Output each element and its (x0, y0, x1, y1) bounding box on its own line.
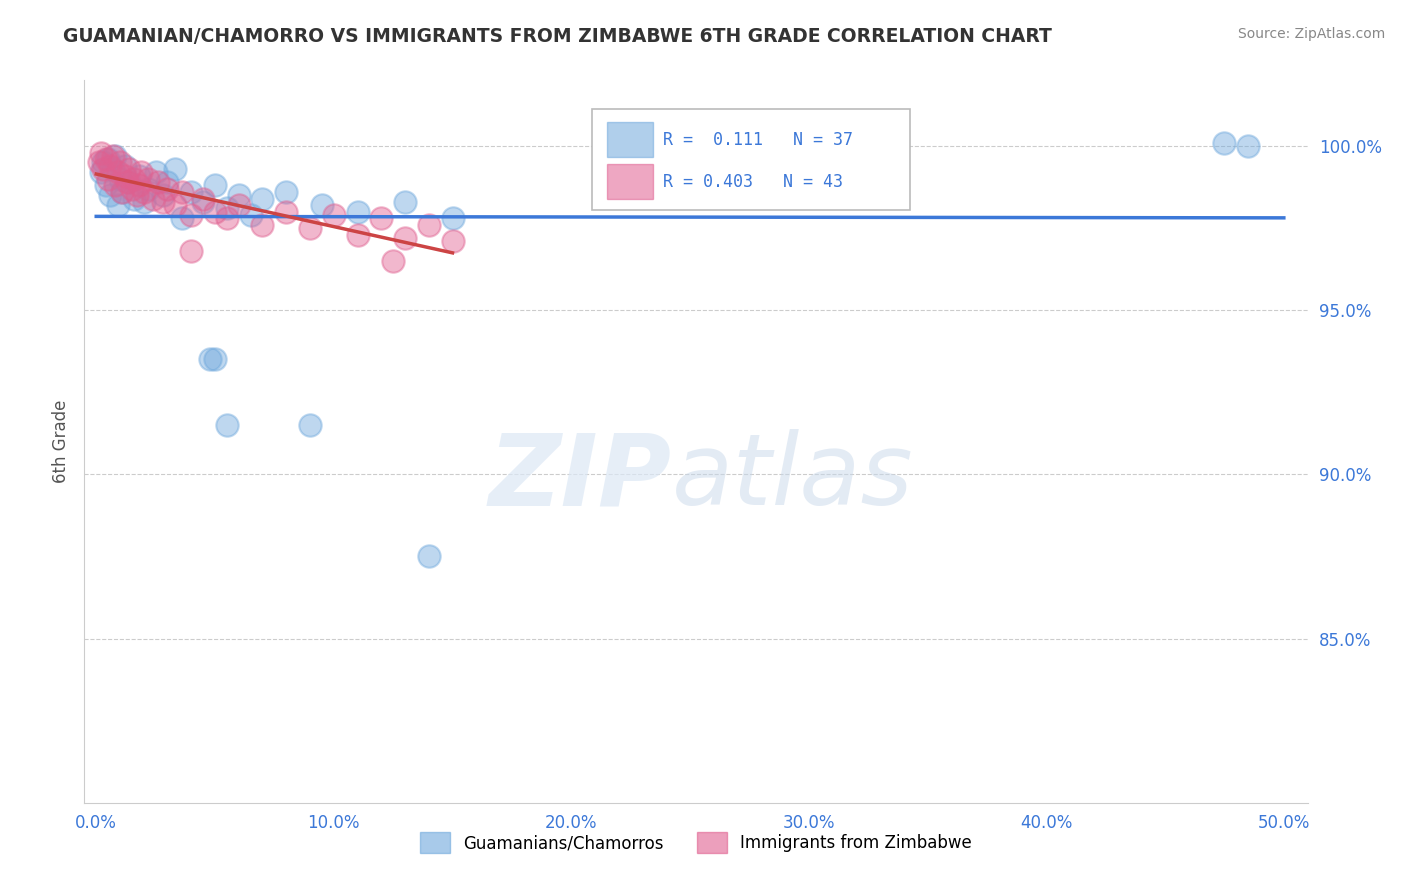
Point (228, 198, 250, 212)
Point (418, 549, 440, 564)
Point (132, 185, 155, 199)
Point (152, 188, 174, 202)
Point (418, 218, 440, 232)
Point (441, 234, 464, 248)
Point (90, 145, 112, 160)
Text: R =  0.111   N = 37: R = 0.111 N = 37 (664, 131, 853, 149)
Text: GUAMANIAN/CHAMORRO VS IMMIGRANTS FROM ZIMBABWE 6TH GRADE CORRELATION CHART: GUAMANIAN/CHAMORRO VS IMMIGRANTS FROM ZI… (63, 27, 1052, 45)
Point (204, 204, 226, 219)
Point (276, 185, 298, 199)
Point (100, 188, 122, 202)
Point (239, 208, 262, 222)
Point (111, 185, 134, 199)
Point (180, 208, 202, 222)
Point (122, 171, 145, 186)
Point (394, 231, 416, 245)
Point (204, 352, 226, 367)
Point (90, 165, 112, 179)
Point (322, 208, 344, 222)
Point (138, 182, 160, 196)
Point (152, 194, 174, 209)
Point (101, 161, 124, 176)
Point (215, 418, 238, 433)
Point (111, 185, 134, 199)
Point (132, 194, 155, 209)
Y-axis label: 6th Grade: 6th Grade (52, 400, 70, 483)
Point (156, 175, 179, 189)
Legend: Guamanians/Chamorros, Immigrants from Zimbabwe: Guamanians/Chamorros, Immigrants from Zi… (413, 826, 979, 860)
Point (204, 178, 226, 193)
Point (104, 149, 127, 163)
Point (346, 204, 368, 219)
Point (128, 178, 150, 193)
Point (100, 159, 122, 173)
Point (156, 182, 179, 196)
Point (131, 165, 153, 179)
Point (122, 192, 145, 206)
Point (346, 227, 368, 242)
Point (108, 171, 131, 186)
Point (94, 178, 117, 193)
Point (114, 169, 136, 183)
Text: Source: ZipAtlas.com: Source: ZipAtlas.com (1237, 27, 1385, 41)
Point (298, 221, 321, 235)
Point (115, 175, 138, 189)
Point (87, 155, 110, 169)
Point (93, 161, 115, 176)
Point (93, 155, 115, 169)
Point (394, 194, 416, 209)
Point (145, 165, 167, 179)
FancyBboxPatch shape (606, 164, 654, 199)
Point (138, 171, 160, 186)
Point (128, 169, 150, 183)
Point (97, 171, 120, 186)
Point (215, 211, 238, 226)
Point (97, 152, 120, 166)
Text: atlas: atlas (672, 429, 912, 526)
Point (200, 352, 222, 367)
Point (228, 188, 250, 202)
Point (191, 192, 214, 206)
Point (163, 161, 186, 176)
Point (163, 198, 186, 212)
Point (101, 149, 124, 163)
Point (215, 202, 238, 216)
Point (104, 178, 127, 193)
Point (180, 244, 202, 258)
Point (94, 152, 117, 166)
Point (382, 254, 405, 268)
Point (121, 182, 143, 196)
Point (180, 185, 202, 199)
Point (191, 194, 214, 209)
FancyBboxPatch shape (592, 109, 910, 211)
Text: R = 0.403   N = 43: R = 0.403 N = 43 (664, 173, 844, 191)
Point (1213, 136, 1236, 150)
FancyBboxPatch shape (606, 122, 654, 157)
Point (252, 192, 274, 206)
Point (125, 188, 148, 202)
Point (170, 185, 193, 199)
Point (311, 198, 333, 212)
Point (170, 211, 193, 226)
Point (1237, 139, 1260, 153)
Point (142, 192, 165, 206)
Point (108, 155, 131, 169)
Point (441, 211, 464, 226)
Point (114, 159, 136, 173)
Point (146, 175, 169, 189)
Point (252, 218, 274, 232)
Point (107, 165, 129, 179)
Point (276, 204, 298, 219)
Point (107, 198, 129, 212)
Point (370, 211, 392, 226)
Text: ZIP: ZIP (488, 429, 672, 526)
Point (118, 175, 141, 189)
Point (118, 161, 141, 176)
Point (298, 418, 321, 433)
